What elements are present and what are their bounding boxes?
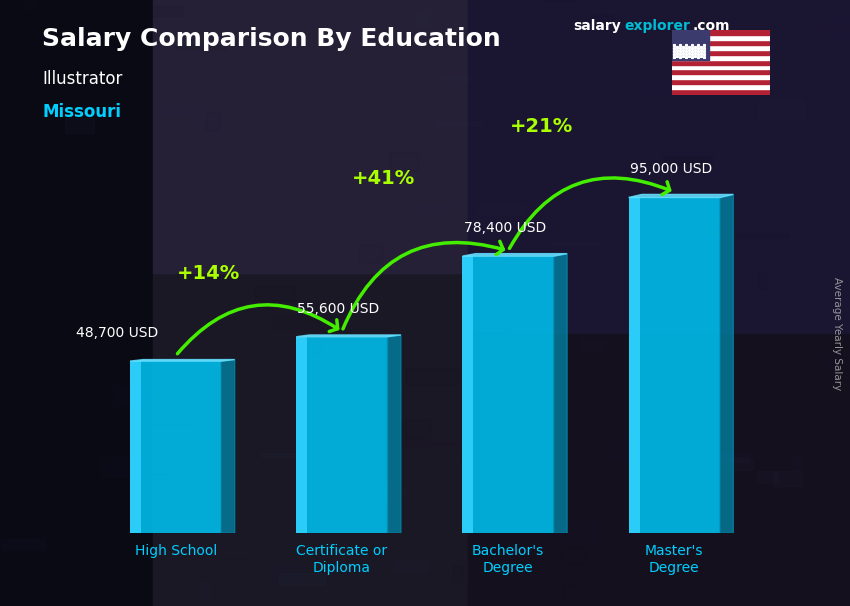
- FancyBboxPatch shape: [462, 256, 473, 533]
- Text: Salary Comparison By Education: Salary Comparison By Education: [42, 27, 501, 52]
- Text: +41%: +41%: [352, 169, 415, 188]
- Polygon shape: [196, 269, 251, 274]
- Polygon shape: [307, 341, 321, 353]
- FancyBboxPatch shape: [629, 198, 720, 533]
- Polygon shape: [352, 28, 373, 42]
- Text: Illustrator: Illustrator: [42, 70, 123, 88]
- Polygon shape: [388, 335, 401, 533]
- Polygon shape: [221, 359, 235, 533]
- Polygon shape: [759, 99, 804, 118]
- Polygon shape: [434, 173, 470, 188]
- Polygon shape: [729, 458, 753, 470]
- Polygon shape: [605, 77, 631, 97]
- FancyBboxPatch shape: [296, 337, 388, 533]
- Polygon shape: [563, 584, 582, 600]
- Polygon shape: [462, 254, 567, 256]
- Polygon shape: [608, 439, 653, 459]
- Polygon shape: [5, 139, 35, 157]
- Polygon shape: [453, 565, 463, 582]
- Polygon shape: [367, 487, 406, 497]
- Text: Missouri: Missouri: [42, 103, 122, 121]
- Polygon shape: [201, 581, 210, 599]
- Text: +14%: +14%: [178, 264, 241, 282]
- Polygon shape: [629, 195, 734, 198]
- FancyBboxPatch shape: [462, 256, 554, 533]
- Polygon shape: [413, 204, 459, 208]
- Polygon shape: [461, 441, 490, 459]
- Text: explorer: explorer: [625, 19, 690, 33]
- FancyBboxPatch shape: [629, 198, 639, 533]
- Polygon shape: [700, 220, 727, 237]
- Polygon shape: [436, 122, 481, 125]
- Polygon shape: [820, 23, 850, 33]
- Text: +21%: +21%: [510, 117, 573, 136]
- Polygon shape: [394, 559, 428, 573]
- Polygon shape: [1, 539, 45, 550]
- Polygon shape: [683, 368, 692, 375]
- Polygon shape: [756, 471, 778, 482]
- FancyBboxPatch shape: [296, 337, 307, 533]
- Polygon shape: [468, 282, 500, 289]
- Text: 55,600 USD: 55,600 USD: [298, 302, 380, 316]
- Polygon shape: [664, 156, 711, 164]
- Polygon shape: [328, 456, 343, 465]
- Polygon shape: [158, 104, 195, 114]
- Polygon shape: [224, 551, 252, 553]
- Polygon shape: [708, 453, 750, 462]
- FancyBboxPatch shape: [130, 361, 141, 533]
- Polygon shape: [292, 404, 314, 410]
- Polygon shape: [842, 184, 850, 187]
- Polygon shape: [262, 453, 299, 457]
- Text: 48,700 USD: 48,700 USD: [76, 326, 159, 340]
- Text: 95,000 USD: 95,000 USD: [630, 162, 712, 176]
- Polygon shape: [136, 421, 190, 425]
- Polygon shape: [405, 442, 466, 445]
- Text: 78,400 USD: 78,400 USD: [463, 221, 546, 235]
- Polygon shape: [637, 84, 690, 95]
- Text: .com: .com: [693, 19, 730, 33]
- Polygon shape: [442, 76, 472, 80]
- Text: salary: salary: [574, 19, 621, 33]
- Polygon shape: [206, 113, 218, 130]
- Polygon shape: [416, 14, 429, 28]
- Polygon shape: [296, 335, 401, 337]
- Polygon shape: [303, 478, 314, 489]
- Polygon shape: [140, 361, 197, 368]
- Polygon shape: [279, 573, 326, 585]
- Polygon shape: [65, 118, 94, 133]
- Polygon shape: [560, 547, 585, 564]
- Polygon shape: [580, 339, 605, 350]
- Polygon shape: [552, 242, 599, 245]
- Polygon shape: [558, 522, 598, 541]
- Polygon shape: [720, 195, 734, 533]
- Polygon shape: [554, 254, 567, 533]
- Polygon shape: [115, 386, 152, 405]
- Text: Average Yearly Salary: Average Yearly Salary: [832, 277, 842, 390]
- Polygon shape: [773, 471, 802, 486]
- Polygon shape: [125, 7, 183, 16]
- Polygon shape: [477, 204, 524, 214]
- Polygon shape: [101, 457, 148, 476]
- FancyBboxPatch shape: [130, 361, 221, 533]
- Polygon shape: [130, 359, 235, 361]
- Polygon shape: [315, 379, 368, 387]
